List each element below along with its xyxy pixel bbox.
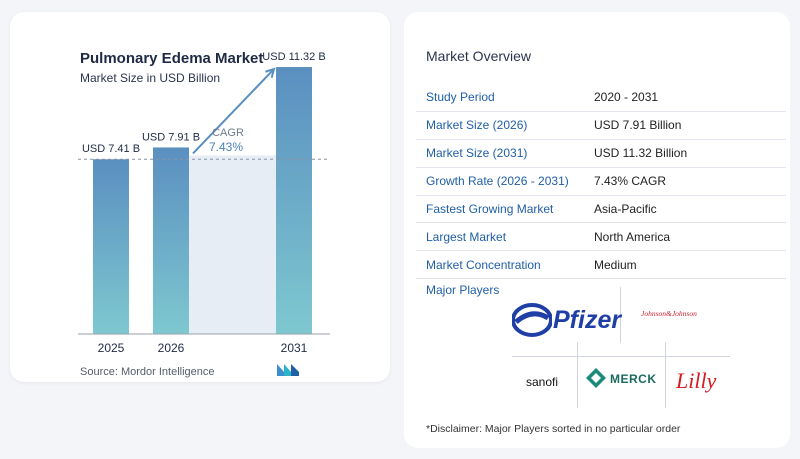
row-value: 7.43% CAGR [594, 167, 786, 196]
cagr-value: 7.43% [209, 140, 243, 154]
row-key: Study Period [416, 84, 594, 112]
table-row: Market Size (2026) USD 7.91 Billion [416, 111, 786, 140]
row-value: 2020 - 2031 [594, 84, 786, 112]
table-row: Fastest Growing Market Asia-Pacific [416, 195, 786, 224]
bar-chart: USD 7.41 B 2025 USD 7.91 B 2026 USD 11.32 B 2… [78, 51, 330, 355]
cagr-arrow [192, 68, 275, 155]
merck-logo: MERCK [610, 372, 657, 386]
lilly-logo: Lilly [676, 368, 717, 393]
pfizer-logo-icon [512, 303, 552, 337]
bar-2031 [276, 67, 312, 334]
data-label-2031: USD 11.32 B [262, 51, 325, 63]
cagr-label: CAGR [212, 127, 244, 139]
source-note: Source: Mordor Intelligence [80, 366, 215, 378]
table-row: Market Concentration Medium [416, 250, 786, 280]
row-key: Largest Market [416, 222, 594, 252]
row-key: Growth Rate (2026 - 2031) [416, 167, 594, 196]
major-players-title: Major Players [426, 283, 500, 297]
row-value: USD 7.91 Billion [594, 111, 786, 140]
x-tick-2026: 2026 [158, 341, 185, 355]
row-key: Market Concentration [416, 250, 594, 280]
chart-subtitle: Market Size in USD Billion [80, 71, 221, 85]
data-label-2025: USD 7.41 B [82, 143, 140, 155]
table-row: Growth Rate (2026 - 2031) 7.43% CAGR [416, 167, 786, 196]
overview-table: Study Period 2020 - 2031 Market Size (202… [416, 84, 786, 280]
bar-2026 [153, 147, 189, 334]
players-divider [620, 287, 621, 343]
data-label-2026: USD 7.91 B [142, 131, 200, 143]
jnj-logo: Johnson&Johnson [641, 309, 697, 318]
row-value: USD 11.32 Billion [594, 139, 786, 168]
mordor-logo-icon [277, 364, 299, 376]
players-divider [512, 356, 730, 357]
players-divider [665, 342, 666, 408]
cagr-arrow-head [265, 67, 276, 78]
sanofi-logo: sanofi [526, 375, 559, 389]
table-row: Market Size (2031) USD 11.32 Billion [416, 139, 786, 168]
row-key: Market Size (2031) [416, 139, 594, 168]
pfizer-logo: Pfizer [553, 306, 622, 334]
merck-logo-icon [586, 368, 606, 388]
row-value: North America [594, 222, 786, 252]
x-tick-2025: 2025 [98, 341, 125, 355]
table-row: Study Period 2020 - 2031 [416, 84, 786, 112]
row-value: Medium [594, 250, 786, 280]
overview-title: Market Overview [426, 48, 532, 64]
chart-title: Pulmonary Edema Market [80, 50, 264, 67]
players-divider [577, 342, 578, 408]
row-value: Asia-Pacific [594, 195, 786, 224]
row-key: Fastest Growing Market [416, 195, 594, 224]
bar-2025 [93, 159, 129, 334]
x-tick-2031: 2031 [281, 341, 308, 355]
disclaimer: *Disclaimer: Major Players sorted in no … [426, 423, 681, 435]
growth-band [189, 155, 276, 334]
table-row: Largest Market North America [416, 222, 786, 252]
row-key: Market Size (2026) [416, 111, 594, 140]
